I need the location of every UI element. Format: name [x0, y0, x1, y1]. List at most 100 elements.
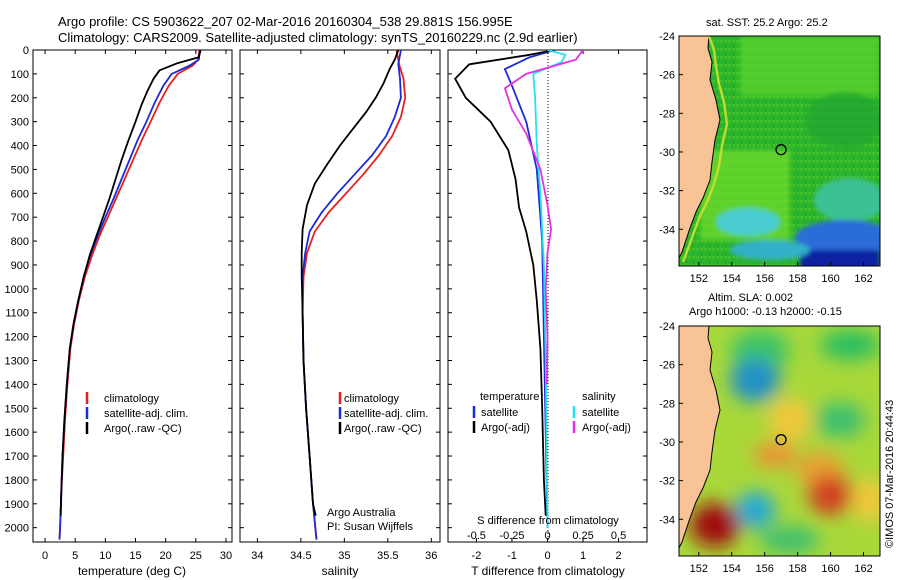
depth-tick-label: 900: [11, 260, 29, 272]
sst-map-ticks: 152 154 156 158 160 162 -24 -26 -28 -30 -32 -34: [659, 31, 873, 285]
x-tick-label: 10: [99, 550, 111, 562]
s-difference-tick-label: 0: [544, 530, 550, 542]
legend-label-climatology: climatology: [104, 393, 160, 405]
depth-tick-label: 1100: [5, 308, 29, 320]
depth-tick-label: 700: [11, 212, 29, 224]
temperature-xlabel: temperature (deg C): [78, 564, 186, 578]
difference-panel: -2 -1 0 1 2 -0.5 -0.25 0 0.25 0.5 S difference fr…: [447, 49, 648, 578]
lat-tick-label: -24: [659, 321, 675, 333]
depth-tick-label: 0: [23, 45, 29, 57]
salinity-legend: climatology satellite-adj. clim. Argo(..…: [338, 392, 428, 435]
legend-label-satellite: satellite-adj. clim.: [104, 408, 188, 420]
sst-field: [679, 36, 880, 266]
sst-map: sat. SST: 25.2 Argo: 25.2 152 154 156 158 16…: [659, 17, 881, 285]
sla-map-title: Altim. SLA: 0.002: [708, 292, 793, 304]
difference-lines: [454, 50, 584, 528]
depth-axis: 0 100 200 300 400 500 600 700 800 900 1000 1100 1200…: [5, 45, 647, 535]
title-line-2: Climatology: CARS2009. Satellite-adjuste…: [58, 30, 578, 45]
lon-tick-label: 152: [690, 273, 708, 285]
depth-tick-label: 1900: [5, 499, 29, 511]
salinity-xlabel: salinity: [322, 564, 359, 578]
x-tick-label: -1: [507, 550, 517, 562]
legend-header-salinity: salinity: [582, 391, 616, 403]
difference-xlabel: T difference from climatology: [471, 564, 625, 578]
x-tick-label: 34: [251, 550, 263, 562]
x-tick-label: 0: [544, 550, 550, 562]
series-line-satellite-adj-clim-: [301, 50, 402, 540]
x-tick-label: 2: [616, 550, 622, 562]
depth-tick-label: 1500: [5, 403, 29, 415]
lon-tick-label: 152: [690, 563, 708, 575]
temperature-lines: [58, 50, 202, 540]
legend-label-s-argo: Argo(-adj): [582, 422, 631, 434]
depth-tick-label: 1300: [5, 355, 29, 367]
lat-tick-label: -30: [659, 147, 675, 159]
legend-label-s-satellite: satellite: [582, 407, 619, 419]
legend-header-temperature: temperature: [480, 391, 539, 403]
salinity-axes-frame: [239, 49, 441, 543]
s-difference-tick-label: 0.25: [572, 530, 593, 542]
depth-tick-label: 400: [11, 141, 29, 153]
x-tick-label: -2: [472, 550, 482, 562]
sla-field: [679, 326, 880, 556]
sst-map-title: sat. SST: 25.2 Argo: 25.2: [706, 17, 828, 29]
lat-tick-label: -34: [659, 224, 675, 236]
x-tick-label: 20: [160, 550, 172, 562]
lon-tick-label: 158: [788, 273, 806, 285]
s-difference-tick-label: 0.5: [611, 530, 626, 542]
depth-tick-label: 600: [11, 188, 29, 200]
x-tick-label: 0: [42, 550, 48, 562]
depth-tick-label: 100: [11, 69, 29, 81]
sla-map-ticks: 152 154 156 158 160 162 -24 -26 -28 -30 -32 -34: [659, 321, 873, 575]
depth-tick-label: 1700: [5, 451, 29, 463]
salinity-lines: [300, 50, 407, 540]
lon-tick-label: 154: [723, 273, 741, 285]
lon-tick-label: 156: [755, 563, 773, 575]
sst-land: [679, 36, 721, 259]
sla-argo-marker: [775, 434, 787, 446]
difference-top-label: S difference from climatology: [477, 515, 619, 527]
lat-tick-label: -24: [659, 31, 675, 43]
s-difference-tick-label: -0.5: [467, 530, 486, 542]
temperature-legend: climatology satellite-adj. clim. Argo(..…: [85, 392, 188, 435]
depth-tick-label: 1800: [5, 475, 29, 487]
lat-tick-label: -28: [659, 108, 675, 120]
sst-shelf: [681, 36, 729, 263]
annotation-argo-australia: Argo Australia: [327, 507, 396, 519]
lon-tick-label: 158: [788, 563, 806, 575]
legend-label-argo: Argo(..raw -QC): [104, 423, 182, 435]
legend-label-climatology: climatology: [344, 393, 400, 405]
salinity-x-ticks: 34 34.5 35 35.5 36: [251, 50, 437, 562]
sla-land: [679, 326, 721, 549]
x-tick-label: 30: [220, 550, 232, 562]
lon-tick-label: 154: [723, 563, 741, 575]
s-difference-tick-label: -0.25: [499, 530, 524, 542]
series-line-climatology: [301, 50, 407, 540]
difference-x-ticks: -2 -1 0 1 2 -0.5 -0.25 0 0.25 0.5: [467, 50, 626, 562]
series-line-argo-raw-qc-: [59, 50, 202, 516]
lat-tick-label: -26: [659, 360, 675, 372]
depth-tick-label: 500: [11, 164, 29, 176]
legend-label-t-argo: Argo(-adj): [481, 422, 530, 434]
series-line-temperature-argo-adj-: [454, 50, 555, 516]
sla-map-frame: [678, 325, 881, 557]
x-tick-label: 5: [72, 550, 78, 562]
x-tick-label: 34.5: [290, 550, 311, 562]
title-line-1: Argo profile: CS 5903622_207 02-Mar-2016…: [58, 14, 513, 29]
credit: ©IMOS 07-Mar-2016 20:44:43: [884, 400, 896, 548]
lon-tick-label: 156: [755, 273, 773, 285]
series-line-argo-raw-qc-: [300, 50, 400, 516]
annotation-pi: PI: Susan Wijffels: [327, 521, 413, 533]
salinity-panel: 34 34.5 35 35.5 36 salinity climatology sate…: [239, 49, 441, 578]
lon-tick-label: 160: [821, 563, 839, 575]
depth-tick-label: 2000: [5, 523, 29, 535]
legend-label-argo: Argo(..raw -QC): [344, 423, 422, 435]
x-tick-label: 15: [129, 550, 141, 562]
lon-tick-label: 162: [854, 273, 872, 285]
series-line-salinity-argo-adj-: [503, 50, 584, 385]
lat-tick-label: -32: [659, 186, 675, 198]
x-tick-label: 36: [425, 550, 437, 562]
lon-tick-label: 162: [854, 563, 872, 575]
depth-tick-label: 300: [11, 117, 29, 129]
